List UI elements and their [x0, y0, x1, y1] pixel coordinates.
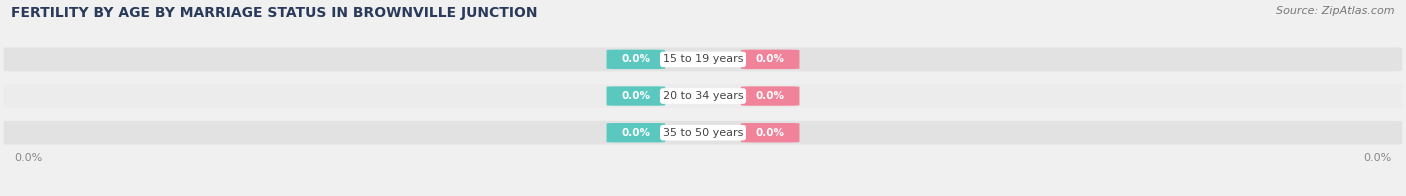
Text: 35 to 50 years: 35 to 50 years	[662, 128, 744, 138]
FancyBboxPatch shape	[606, 50, 665, 69]
Text: 0.0%: 0.0%	[1364, 153, 1392, 163]
Text: 15 to 19 years: 15 to 19 years	[662, 54, 744, 64]
FancyBboxPatch shape	[741, 50, 800, 69]
Text: 0.0%: 0.0%	[14, 153, 42, 163]
FancyBboxPatch shape	[741, 86, 800, 106]
Text: 0.0%: 0.0%	[755, 128, 785, 138]
Text: 0.0%: 0.0%	[621, 91, 651, 101]
Text: Source: ZipAtlas.com: Source: ZipAtlas.com	[1277, 6, 1395, 16]
Text: 0.0%: 0.0%	[755, 91, 785, 101]
Text: 0.0%: 0.0%	[755, 54, 785, 64]
FancyBboxPatch shape	[4, 121, 1402, 145]
FancyBboxPatch shape	[606, 86, 665, 106]
FancyBboxPatch shape	[741, 123, 800, 142]
Text: 0.0%: 0.0%	[621, 54, 651, 64]
Text: FERTILITY BY AGE BY MARRIAGE STATUS IN BROWNVILLE JUNCTION: FERTILITY BY AGE BY MARRIAGE STATUS IN B…	[11, 6, 537, 20]
Text: 20 to 34 years: 20 to 34 years	[662, 91, 744, 101]
FancyBboxPatch shape	[606, 123, 665, 142]
FancyBboxPatch shape	[4, 84, 1402, 108]
Text: 0.0%: 0.0%	[621, 128, 651, 138]
FancyBboxPatch shape	[4, 47, 1402, 71]
